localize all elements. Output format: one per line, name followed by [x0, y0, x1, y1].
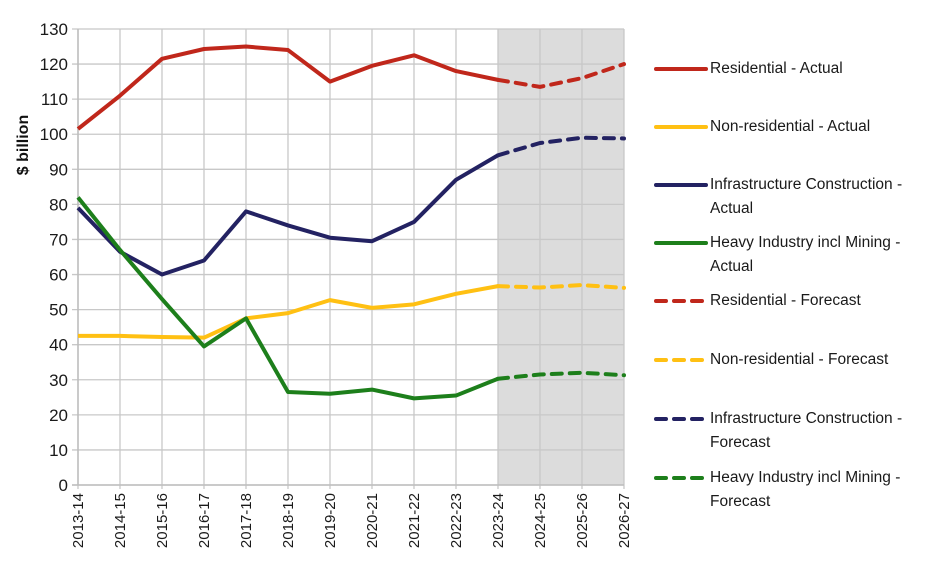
legend-item: Heavy Industry incl Mining - Forecast — [654, 467, 940, 513]
x-tick-label: 2018-19 — [280, 493, 297, 548]
legend-label: Residential - Forecast — [710, 290, 940, 312]
legend-item: Residential - Actual — [654, 58, 940, 80]
legend-label: Infrastructure Construction - Forecast — [710, 408, 940, 454]
legend-item: Non-residential - Actual — [654, 116, 940, 138]
legend-label-line2: Actual — [710, 258, 754, 275]
series-layer — [76, 44, 626, 401]
forecast-shaded-region — [498, 29, 624, 485]
y-axis-label: $ billion — [15, 115, 32, 175]
legend-swatch — [654, 174, 708, 196]
legend-label-line1: Non-residential - Forecast — [710, 351, 889, 368]
legend-item: Infrastructure Construction - Actual — [654, 174, 940, 220]
legend-swatch — [654, 290, 708, 312]
x-tick-label: 2013-14 — [70, 493, 87, 548]
legend-label-line1: Infrastructure Construction - — [710, 176, 903, 193]
legend-label: Non-residential - Actual — [710, 116, 940, 138]
series-line-infrastructure-construction-forecast — [496, 135, 626, 158]
y-tick-label: 110 — [41, 90, 68, 109]
legend-label-line1: Heavy Industry incl Mining - — [710, 469, 901, 486]
x-tick-label: 2026-27 — [616, 493, 633, 548]
legend-swatch — [654, 116, 708, 138]
series-line-residential-forecast — [496, 62, 626, 89]
y-tick-label: 120 — [40, 55, 68, 74]
y-tick-label: 40 — [49, 336, 68, 355]
legend-label: Residential - Actual — [710, 58, 940, 80]
y-tick-label: 100 — [40, 125, 68, 144]
x-tick-label: 2025-26 — [574, 493, 591, 548]
legend-swatch — [654, 349, 708, 371]
x-tick-label: 2021-22 — [406, 493, 423, 548]
legend-swatch — [654, 58, 708, 80]
series-line-heavy-industry-incl-mining-forecast — [496, 370, 626, 381]
legend-item: Non-residential - Forecast — [654, 349, 940, 371]
y-tick-label: 30 — [49, 371, 68, 390]
x-tick-label: 2020-21 — [364, 493, 381, 548]
x-tick-label: 2022-23 — [448, 493, 465, 548]
legend-label-line2: Forecast — [710, 493, 771, 510]
legend-swatch — [654, 408, 708, 430]
grid-layer — [72, 28, 625, 489]
tick-layer: 0 10 20 30 40 50 60 70 80 90 100 110 120 130 2013-14 20… — [40, 20, 633, 548]
y-tick-label: 50 — [49, 301, 68, 320]
y-tick-label: 130 — [40, 20, 68, 39]
legend-item: Heavy Industry incl Mining - Actual — [654, 232, 940, 278]
y-tick-label: 60 — [49, 266, 68, 285]
x-tick-label: 2017-18 — [238, 493, 255, 548]
legend-item: Infrastructure Construction - Forecast — [654, 408, 940, 454]
legend-label: Heavy Industry incl Mining - Actual — [710, 232, 940, 278]
legend: Residential - Actual Non-residential - Ac… — [654, 58, 944, 538]
legend-item: Residential - Forecast — [654, 290, 940, 312]
forecast-shading-layer — [498, 29, 624, 485]
legend-label-line1: Infrastructure Construction - — [710, 410, 903, 427]
legend-label-line2: Forecast — [710, 434, 771, 451]
series-line-non-residential-forecast — [496, 283, 626, 290]
y-tick-label: 90 — [49, 160, 68, 179]
legend-label: Infrastructure Construction - Actual — [710, 174, 940, 220]
x-tick-label: 2016-17 — [196, 493, 213, 548]
legend-label-line1: Heavy Industry incl Mining - — [710, 234, 901, 251]
x-tick-label: 2023-24 — [490, 493, 507, 548]
y-tick-label: 20 — [49, 406, 68, 425]
y-tick-label: 70 — [49, 230, 68, 249]
legend-label: Heavy Industry incl Mining - Forecast — [710, 467, 940, 513]
legend-label-line1: Non-residential - Actual — [710, 118, 871, 135]
x-tick-label: 2024-25 — [532, 493, 549, 548]
y-tick-label: 10 — [49, 441, 68, 460]
legend-swatch — [654, 232, 708, 254]
x-tick-label: 2015-16 — [154, 493, 171, 548]
x-tick-label: 2014-15 — [112, 493, 129, 548]
legend-swatch — [654, 467, 708, 489]
y-tick-label: 0 — [59, 476, 68, 495]
legend-label-line1: Residential - Actual — [710, 60, 843, 77]
legend-label-line1: Residential - Forecast — [710, 292, 861, 309]
legend-label: Non-residential - Forecast — [710, 349, 940, 371]
x-tick-label: 2019-20 — [322, 493, 339, 548]
legend-label-line2: Actual — [710, 200, 754, 217]
y-tick-label: 80 — [49, 195, 68, 214]
